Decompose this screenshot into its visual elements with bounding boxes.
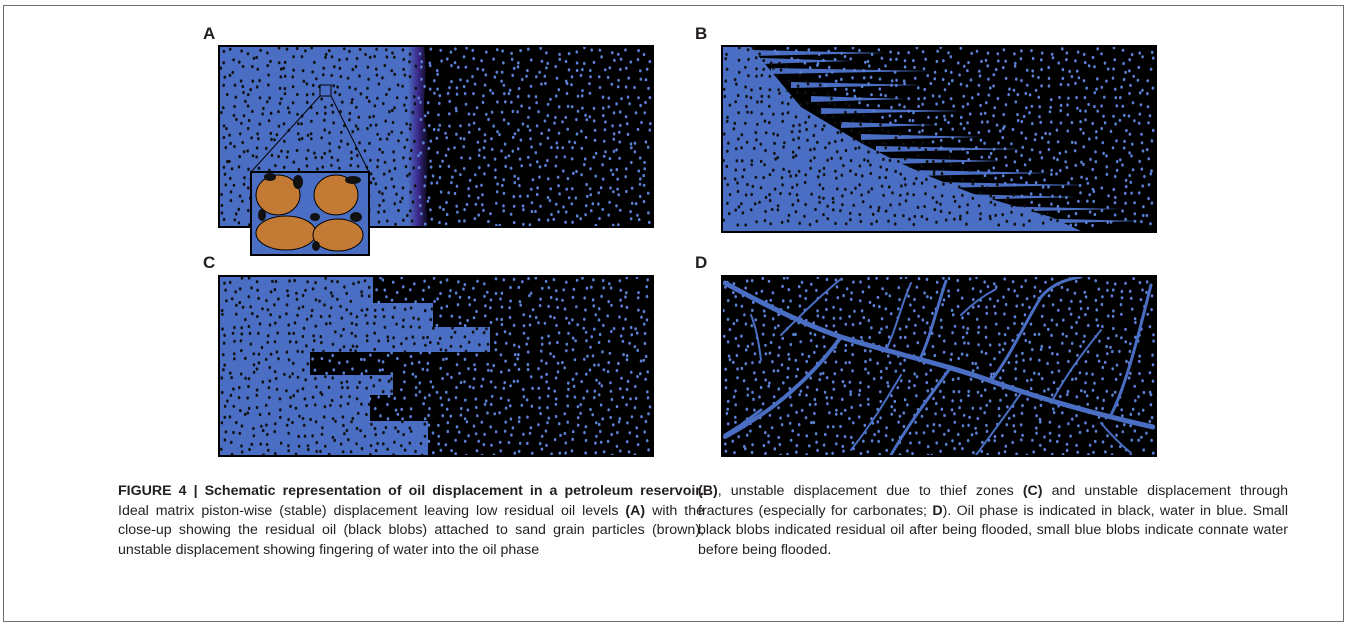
water-finger — [876, 146, 1021, 152]
panel-label-b: B — [695, 24, 708, 43]
blob-texture — [219, 275, 652, 458]
zoom-source-box — [319, 84, 332, 97]
water-finger — [891, 158, 1001, 164]
displacement-front — [408, 47, 430, 226]
fracture-network — [722, 275, 1156, 457]
water-finger — [861, 134, 981, 140]
caption-ref-b: (B) — [698, 483, 718, 499]
caption-text-3: , unstable displacement due to thief zon… — [717, 483, 1023, 499]
water-finger — [761, 58, 851, 64]
caption-text-1: Ideal matrix piston-wise (stable) displa… — [118, 502, 626, 519]
panel-c-thief-zones — [218, 275, 654, 458]
water-zone — [723, 47, 1081, 231]
blob-texture — [219, 46, 652, 228]
caption-text-2: with the close-up showing the residual o… — [118, 502, 704, 558]
water-finger — [986, 206, 1121, 212]
water-finger — [791, 82, 921, 88]
water-finger — [771, 68, 931, 74]
panel-d-fractures — [721, 275, 1157, 457]
caption-label: FIGURE 4 | Schematic representation of o… — [118, 483, 704, 499]
panel-label-d: D — [695, 253, 708, 272]
panel-label-a: A — [203, 24, 216, 43]
panel-a-stable-displacement — [218, 45, 654, 256]
panel-b-fingering — [721, 45, 1157, 233]
caption-ref-d: D — [932, 502, 943, 519]
caption-ref-a: (A) — [625, 502, 646, 519]
water-finger — [811, 96, 906, 102]
blob-texture — [722, 275, 1155, 457]
water-finger — [911, 170, 1051, 176]
panel-label-c: C — [203, 253, 216, 272]
blob-texture — [722, 45, 1155, 228]
caption-ref-c: (C) — [1022, 483, 1043, 499]
water-finger — [841, 122, 936, 128]
figure-caption-left: FIGURE 4 | Schematic representation of o… — [118, 482, 704, 560]
closeup-inset — [250, 171, 370, 256]
figure-caption-right: (B), unstable displacement due to thief … — [698, 482, 1288, 560]
caption-text-5: ). Oil phase is indicated in black, wate… — [698, 502, 1288, 558]
water-zone — [220, 277, 490, 455]
caption-text-4: and unstable displacement through fractu… — [698, 483, 1288, 519]
